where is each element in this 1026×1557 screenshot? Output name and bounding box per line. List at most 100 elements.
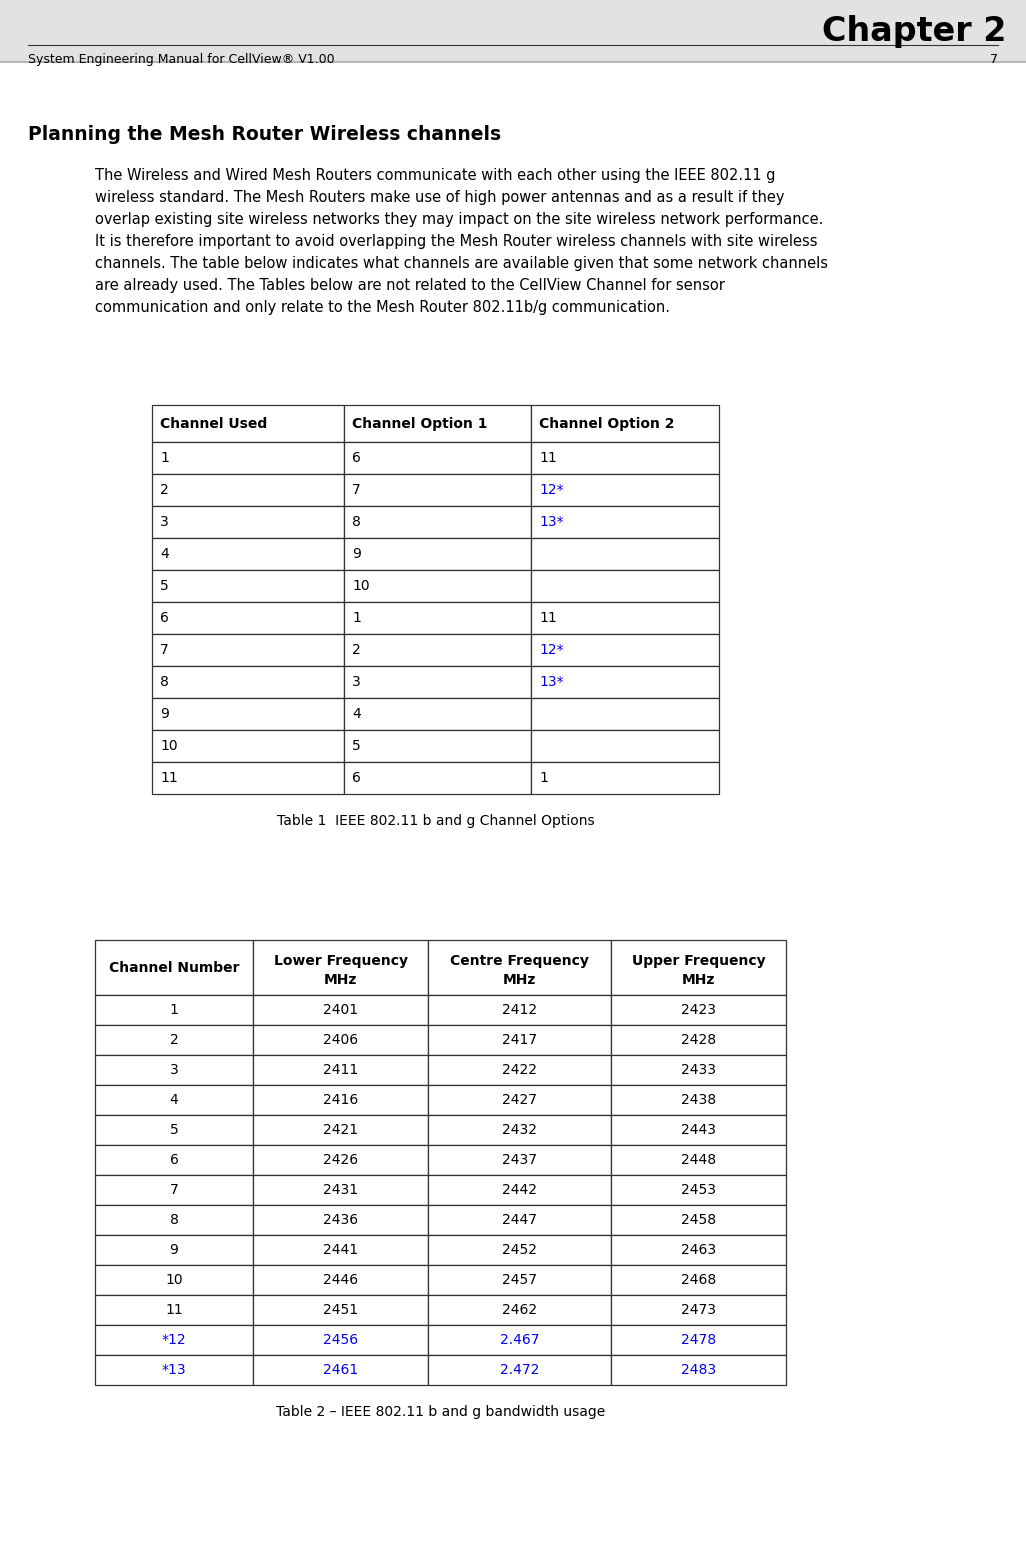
Bar	[95, 1144, 253, 1176]
Text: 2417: 2417	[502, 1032, 537, 1046]
Text: 6: 6	[352, 771, 361, 785]
Bar	[428, 1056, 611, 1085]
Text: 2422: 2422	[502, 1063, 537, 1077]
Text: 2416: 2416	[323, 1093, 358, 1107]
Text: 2412: 2412	[502, 1003, 537, 1017]
Bar	[95, 1056, 253, 1085]
Bar	[344, 506, 531, 539]
Text: 2453: 2453	[681, 1183, 716, 1197]
Text: 5: 5	[160, 579, 168, 593]
Text: 2446: 2446	[323, 1274, 358, 1288]
Text: 2428: 2428	[681, 1032, 716, 1046]
Text: 1: 1	[352, 610, 361, 624]
Bar	[344, 761, 531, 794]
Bar	[611, 1056, 786, 1085]
Bar	[95, 1205, 253, 1235]
Bar	[611, 1025, 786, 1056]
Bar	[531, 634, 719, 666]
Text: 8: 8	[160, 676, 169, 690]
Text: 2: 2	[169, 1032, 179, 1046]
Text: channels. The table below indicates what channels are available given that some : channels. The table below indicates what…	[95, 255, 828, 271]
Text: 2411: 2411	[323, 1063, 358, 1077]
Bar	[95, 1085, 253, 1115]
Text: 11: 11	[539, 452, 557, 466]
Text: 2.472: 2.472	[500, 1362, 540, 1376]
Text: 4: 4	[169, 1093, 179, 1107]
Bar	[95, 995, 253, 1025]
Bar	[428, 1025, 611, 1056]
Text: 6: 6	[352, 452, 361, 466]
Bar	[531, 442, 719, 473]
Text: 7: 7	[160, 643, 168, 657]
Text: 2461: 2461	[323, 1362, 358, 1376]
Bar	[611, 1115, 786, 1144]
Text: Table 1  IEEE 802.11 b and g Channel Options: Table 1 IEEE 802.11 b and g Channel Opti…	[277, 814, 594, 828]
Text: MHz: MHz	[324, 973, 357, 987]
Text: 2: 2	[160, 483, 168, 497]
Text: 3: 3	[169, 1063, 179, 1077]
Text: 1: 1	[169, 1003, 179, 1017]
Text: 2452: 2452	[502, 1242, 537, 1256]
Bar	[611, 1325, 786, 1355]
Bar	[253, 1264, 428, 1295]
Text: System Engineering Manual for CellView® V1.00: System Engineering Manual for CellView® …	[28, 53, 334, 65]
Bar	[531, 539, 719, 570]
Bar	[611, 1144, 786, 1176]
Bar	[253, 1355, 428, 1386]
Text: 1: 1	[160, 452, 169, 466]
Bar	[152, 442, 344, 473]
Text: *13: *13	[162, 1362, 187, 1376]
Bar	[152, 730, 344, 761]
Text: Chapter 2: Chapter 2	[822, 14, 1007, 48]
Text: 8: 8	[352, 515, 361, 529]
Bar	[253, 1056, 428, 1085]
Text: 4: 4	[352, 707, 361, 721]
Bar	[344, 442, 531, 473]
Text: Channel Used: Channel Used	[160, 417, 267, 430]
Text: 9: 9	[169, 1242, 179, 1256]
Text: 2.467: 2.467	[500, 1333, 540, 1347]
Text: 9: 9	[160, 707, 169, 721]
Text: 3: 3	[160, 515, 168, 529]
Bar	[611, 1085, 786, 1115]
Text: 2: 2	[352, 643, 361, 657]
Text: 13*: 13*	[539, 676, 563, 690]
Text: 7: 7	[352, 483, 361, 497]
Bar	[152, 761, 344, 794]
Text: 12*: 12*	[539, 483, 563, 497]
Text: Planning the Mesh Router Wireless channels: Planning the Mesh Router Wireless channe…	[28, 125, 501, 143]
Text: 11: 11	[160, 771, 177, 785]
Bar	[428, 995, 611, 1025]
Text: 2427: 2427	[502, 1093, 537, 1107]
Text: 2401: 2401	[323, 1003, 358, 1017]
Text: 2468: 2468	[681, 1274, 716, 1288]
Text: 5: 5	[169, 1123, 179, 1137]
Text: Channel Option 1: Channel Option 1	[352, 417, 487, 430]
Bar	[95, 1295, 253, 1325]
Bar	[95, 940, 253, 995]
Bar	[253, 1176, 428, 1205]
Text: 2478: 2478	[681, 1333, 716, 1347]
Bar	[95, 1025, 253, 1056]
Text: 2426: 2426	[323, 1154, 358, 1168]
Bar	[531, 473, 719, 506]
Bar	[95, 1325, 253, 1355]
Bar	[428, 1115, 611, 1144]
Text: MHz: MHz	[503, 973, 537, 987]
Bar	[531, 570, 719, 603]
Text: communication and only relate to the Mesh Router 802.11b/g communication.: communication and only relate to the Mes…	[95, 301, 670, 315]
Text: 6: 6	[160, 610, 169, 624]
Bar	[611, 1235, 786, 1264]
Text: Channel Number: Channel Number	[109, 961, 239, 975]
Bar	[152, 698, 344, 730]
Bar	[253, 1025, 428, 1056]
Bar	[531, 730, 719, 761]
Bar	[531, 506, 719, 539]
Text: 3: 3	[352, 676, 361, 690]
Text: 2431: 2431	[323, 1183, 358, 1197]
Bar	[611, 940, 786, 995]
Bar	[95, 1264, 253, 1295]
Text: 2432: 2432	[502, 1123, 537, 1137]
Bar	[344, 698, 531, 730]
Text: 1: 1	[539, 771, 548, 785]
